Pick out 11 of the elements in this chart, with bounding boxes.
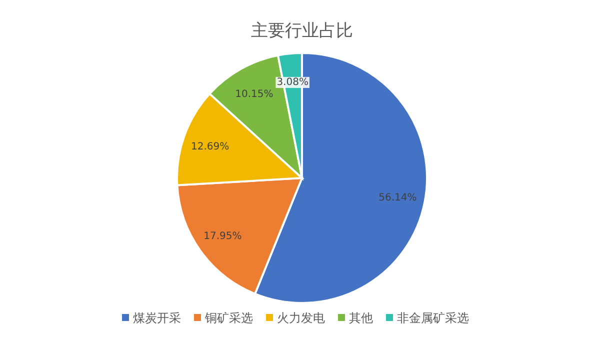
legend-label: 非金属矿采选 bbox=[397, 311, 469, 325]
legend-label: 铜矿采选 bbox=[204, 311, 253, 325]
data-label: 10.15% bbox=[235, 89, 274, 100]
data-label: 17.95% bbox=[204, 230, 242, 242]
data-label: 56.14% bbox=[378, 192, 417, 204]
legend-label: 煤炭开采 bbox=[133, 311, 181, 325]
legend-label: 火力发电 bbox=[277, 311, 325, 325]
legend-label: 其他 bbox=[349, 311, 373, 325]
data-label: 12.69% bbox=[191, 141, 230, 152]
data-label: 3.08% bbox=[276, 76, 308, 88]
chart-title: 主要行业占比 bbox=[251, 21, 353, 41]
